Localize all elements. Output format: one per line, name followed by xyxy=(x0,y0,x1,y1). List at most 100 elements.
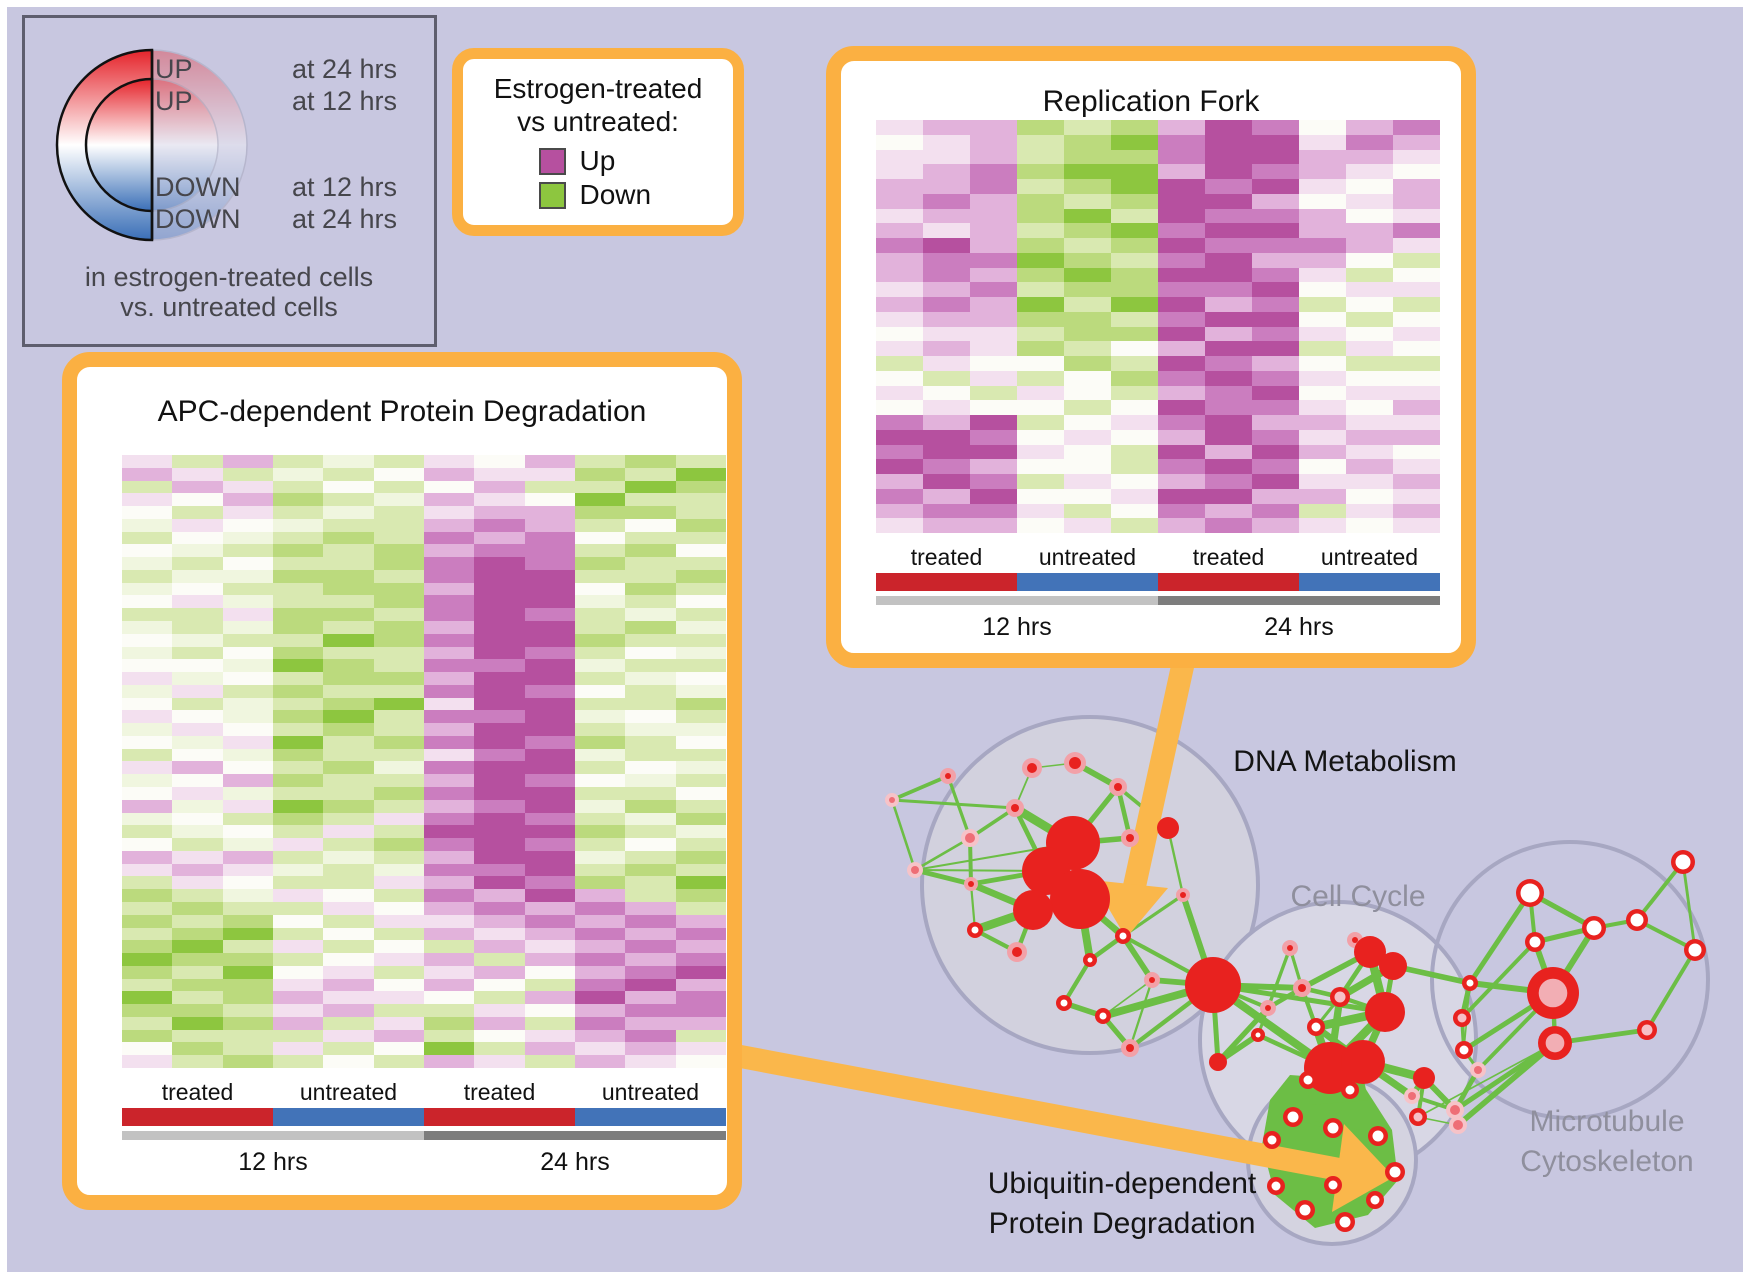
node-circle xyxy=(1372,1130,1384,1142)
heatmap-cell xyxy=(1017,518,1064,533)
big-gene-node xyxy=(1341,1040,1385,1084)
heatmap-cell xyxy=(1299,370,1346,386)
heatmap-cell xyxy=(423,659,475,673)
heatmap-cell xyxy=(122,774,173,788)
heatmap-cell xyxy=(172,480,223,494)
heatmap-cell xyxy=(1111,120,1158,135)
heatmap-cell xyxy=(625,901,676,915)
heatmap-cell xyxy=(423,595,475,609)
ring-gene-node xyxy=(1267,1177,1285,1195)
heatmap-cell xyxy=(1064,149,1111,165)
heatmap-cell xyxy=(970,356,1017,371)
heatmap-cell xyxy=(876,488,923,504)
heatmap-cell xyxy=(1017,223,1064,238)
ring-gene-node xyxy=(1323,1118,1343,1138)
heatmap-cell xyxy=(1205,356,1252,371)
heatmap-cell xyxy=(172,697,223,711)
node-circle xyxy=(1287,945,1293,951)
down-color-swatch xyxy=(538,181,566,209)
heatmap-cell xyxy=(1346,238,1393,253)
heatmap-cell xyxy=(474,455,525,468)
heatmap-cell xyxy=(423,863,475,877)
heatmap-cell xyxy=(373,672,424,685)
heatmap-cell xyxy=(1299,356,1346,371)
heatmap-cell xyxy=(423,557,475,570)
heatmap-cell xyxy=(323,1055,374,1068)
heatmap-cell xyxy=(1205,149,1252,165)
heatmap-cell xyxy=(1158,208,1205,224)
heatmap-cell xyxy=(222,965,273,979)
heatmap-cell xyxy=(675,1029,726,1043)
heatmap-cell xyxy=(1299,400,1346,415)
heatmap-cell xyxy=(574,710,626,724)
heatmap-cell xyxy=(876,503,923,519)
heatmap-cell xyxy=(524,978,575,992)
heatmap-cell xyxy=(1299,223,1346,238)
big-gene-node xyxy=(1354,936,1386,968)
heatmap-cell xyxy=(574,455,626,468)
heatmap-cell xyxy=(1299,297,1346,312)
heatmap-cell xyxy=(1205,223,1252,238)
heatmap-cell xyxy=(272,633,324,647)
heatmap-cell xyxy=(625,697,676,711)
apc-degradation-panel: APC-dependent Protein Degradation treate… xyxy=(62,352,742,1210)
heatmap-cell xyxy=(1017,341,1064,356)
heatmap-cell xyxy=(373,748,424,762)
cluster-label-ubiquitin-line2: Protein Degradation xyxy=(989,1207,1256,1240)
node-circle xyxy=(889,797,895,803)
heatmap-cell xyxy=(574,838,626,851)
node-circle xyxy=(1389,1166,1401,1178)
plain-gene-node xyxy=(1413,1067,1435,1089)
ring-gene-node xyxy=(1115,928,1131,944)
heatmap-cell xyxy=(172,927,223,941)
heatmap-cell xyxy=(122,850,173,864)
heatmap-cell xyxy=(1252,474,1299,489)
heatmap-cell xyxy=(373,595,424,609)
heatmap-cell xyxy=(1346,134,1393,150)
node-circle xyxy=(1099,1012,1107,1020)
heatmap-cell xyxy=(423,876,475,890)
ring-gene-node xyxy=(1366,1191,1384,1209)
heatmap-cell xyxy=(1111,223,1158,238)
heatmap-cell xyxy=(876,223,923,238)
heatmap-cell xyxy=(1252,223,1299,238)
heatmap-cell xyxy=(923,164,970,179)
heatmap-cell xyxy=(1158,134,1205,150)
node-circle xyxy=(911,866,919,874)
heatmap-cell xyxy=(1346,488,1393,504)
heatmap-cell xyxy=(574,633,626,647)
heatmap-cell xyxy=(1252,503,1299,519)
heatmap-cell xyxy=(1346,341,1393,356)
heatmap-cell xyxy=(122,1016,173,1030)
heatmap-cell xyxy=(1346,208,1393,224)
heatmap-cell xyxy=(524,684,575,698)
heatmap-cell xyxy=(1205,459,1252,474)
heatmap-cell xyxy=(574,672,626,685)
heatmap-cell xyxy=(122,799,173,813)
heatmap-cell xyxy=(1393,149,1440,165)
up-label: Up xyxy=(579,145,616,176)
heatmap-cell xyxy=(524,787,575,800)
ring-gene-node xyxy=(1455,1041,1473,1059)
rf-time-label-24: 24 hrs xyxy=(1264,613,1334,641)
heatmap-cell xyxy=(423,914,475,928)
heatmap-cell xyxy=(1252,134,1299,150)
apc-panel-title: APC-dependent Protein Degradation xyxy=(157,395,647,428)
heatmap-cell xyxy=(675,621,726,634)
node-circle xyxy=(1267,1135,1277,1145)
heatmap-cell xyxy=(172,455,223,468)
heatmap-cell xyxy=(1346,444,1393,460)
heatmap-cell xyxy=(1111,238,1158,253)
heatmap-cell xyxy=(524,595,575,609)
node-circle xyxy=(1413,1112,1423,1122)
heatmap-cell xyxy=(524,863,575,877)
ring-gene-node xyxy=(1056,995,1072,1011)
heatmap-cell xyxy=(970,208,1017,224)
heatmap-cell xyxy=(373,723,424,736)
heatmap-cell xyxy=(222,953,273,966)
heatmap-cell xyxy=(1252,356,1299,371)
heatmap-cell xyxy=(1064,282,1111,297)
heatmap-cell xyxy=(923,193,970,209)
heatmap-cell xyxy=(574,1055,626,1068)
heatmap-cell xyxy=(1111,267,1158,283)
